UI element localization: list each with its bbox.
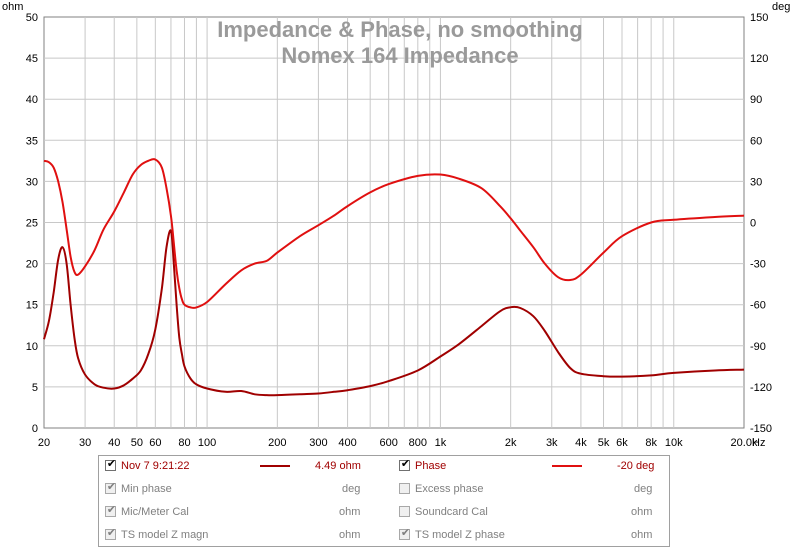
x-tick-label: 80	[178, 437, 190, 449]
legend-checkbox-soundcard-cal[interactable]	[399, 506, 410, 517]
x-axis-unit: Hz	[752, 437, 765, 449]
legend-value-mic-meter-cal: ohm	[339, 506, 361, 518]
y-tick-label-right: -120	[750, 382, 772, 394]
legend-label-excess-phase: Excess phase	[415, 483, 484, 495]
y-tick-label-left: 45	[26, 53, 38, 65]
x-tick-label: 5k	[598, 437, 610, 449]
x-tick-label: 50	[131, 437, 143, 449]
y-tick-label-left: 40	[26, 94, 38, 106]
series-line-impedance	[43, 229, 745, 397]
legend-item-soundcard-cal[interactable]: Soundcard Cal ohm	[399, 504, 659, 520]
x-tick-label: 4k	[575, 437, 587, 449]
legend-value-min-phase: deg	[342, 483, 361, 495]
x-tick-label: 2k	[505, 437, 517, 449]
y-tick-label-left: 30	[26, 176, 38, 188]
x-tick-label: 1k	[435, 437, 447, 449]
legend-value-soundcard-cal: ohm	[631, 506, 653, 518]
grid-lines	[44, 17, 744, 428]
legend-item-min-phase[interactable]: ✔ Min phase deg	[105, 481, 385, 497]
legend-value-phase: -20 deg	[617, 460, 655, 472]
y-tick-label-right: -150	[750, 423, 772, 435]
x-tick-label: 300	[309, 437, 327, 449]
y-tick-label-right: 60	[750, 135, 762, 147]
x-tick-label: 800	[409, 437, 427, 449]
x-tick-label: 20	[38, 437, 50, 449]
legend-item-mic-meter-cal[interactable]: ✔ Mic/Meter Cal ohm	[105, 504, 385, 520]
chart-subtitle: Nomex 164 Impedance	[281, 43, 518, 68]
y-tick-label-right: 120	[750, 53, 768, 65]
legend-label-min-phase: Min phase	[121, 483, 172, 495]
legend-item-measurement[interactable]: ✔ Nov 7 9:21:22 4.49 ohm	[105, 458, 385, 474]
legend-checkbox-ts-model-z-phase[interactable]: ✔	[399, 527, 411, 540]
x-tick-label: 20.0k	[731, 437, 758, 449]
legend-label-phase: Phase	[415, 460, 447, 472]
legend-checkbox-excess-phase[interactable]	[399, 483, 410, 494]
legend-checkbox-min-phase[interactable]: ✔	[105, 481, 117, 494]
y-tick-label-left: 25	[26, 218, 38, 230]
legend-checkbox-phase[interactable]: ✔	[399, 458, 411, 471]
legend-value-measurement: 4.49 ohm	[315, 460, 361, 472]
x-tick-label: 8k	[645, 437, 657, 449]
y-tick-label-left: 35	[26, 135, 38, 147]
y-tick-label-left: 50	[26, 12, 38, 24]
legend-swatch-measurement	[260, 465, 290, 467]
axis-tick-labels: 0 5 10 15 20 25 30 35 40 45 50 -150 -120 -90 -60 -30 0 30…	[26, 12, 772, 449]
y-tick-label-right: -90	[750, 341, 766, 353]
y-tick-label-right: 30	[750, 176, 762, 188]
x-tick-label: 6k	[616, 437, 628, 449]
y-tick-label-right: 90	[750, 94, 762, 106]
legend-label-ts-model-z-phase: TS model Z phase	[415, 529, 505, 541]
x-tick-label: 3k	[546, 437, 558, 449]
y-tick-label-right: -60	[750, 300, 766, 312]
x-tick-label: 40	[108, 437, 120, 449]
y-tick-label-right: -30	[750, 259, 766, 271]
legend-label-mic-meter-cal: Mic/Meter Cal	[121, 506, 189, 518]
x-tick-label: 10k	[665, 437, 683, 449]
legend-value-ts-model-z-magn: ohm	[339, 529, 361, 541]
legend-label-ts-model-z-magn: TS model Z magn	[121, 529, 209, 541]
x-tick-label: 100	[198, 437, 216, 449]
series-lines	[43, 158, 745, 397]
legend-value-excess-phase: deg	[634, 483, 653, 495]
legend-item-excess-phase[interactable]: Excess phase deg	[399, 481, 659, 497]
legend-checkbox-ts-model-z-magn[interactable]: ✔	[105, 527, 117, 540]
x-tick-label: 600	[379, 437, 397, 449]
x-tick-label: 60	[149, 437, 161, 449]
y-tick-label-left: 5	[32, 382, 38, 394]
impedance-phase-chart: Impedance & Phase, no smoothing Nomex 16…	[2, 1, 790, 449]
x-tick-label: 30	[79, 437, 91, 449]
legend-item-phase[interactable]: ✔ Phase -20 deg	[399, 458, 659, 474]
x-tick-label: 200	[268, 437, 286, 449]
legend-value-ts-model-z-phase: ohm	[631, 529, 653, 541]
legend-item-ts-model-z-phase[interactable]: ✔ TS model Z phase ohm	[399, 527, 659, 543]
y-tick-label-right: 150	[750, 12, 768, 24]
y-tick-label-left: 0	[32, 423, 38, 435]
y-tick-label-left: 10	[26, 341, 38, 353]
legend-label-soundcard-cal: Soundcard Cal	[415, 506, 488, 518]
legend-checkbox-measurement[interactable]: ✔	[105, 458, 117, 471]
left-axis-unit: ohm	[2, 1, 23, 13]
legend-label-measurement: Nov 7 9:21:22	[121, 460, 190, 472]
x-tick-label: 400	[338, 437, 356, 449]
y-tick-label-left: 15	[26, 300, 38, 312]
y-tick-label-left: 20	[26, 259, 38, 271]
right-axis-unit: deg	[772, 1, 790, 13]
legend-item-ts-model-z-magn[interactable]: ✔ TS model Z magn ohm	[105, 527, 385, 543]
chart-title: Impedance & Phase, no smoothing	[217, 17, 583, 42]
legend-panel: ✔ Nov 7 9:21:22 4.49 ohm ✔ Phase -20 deg…	[98, 455, 670, 547]
series-line-phase	[43, 158, 745, 309]
y-tick-label-right: 0	[750, 218, 756, 230]
legend-checkbox-mic-meter-cal[interactable]: ✔	[105, 504, 117, 517]
legend-swatch-phase	[552, 465, 582, 467]
